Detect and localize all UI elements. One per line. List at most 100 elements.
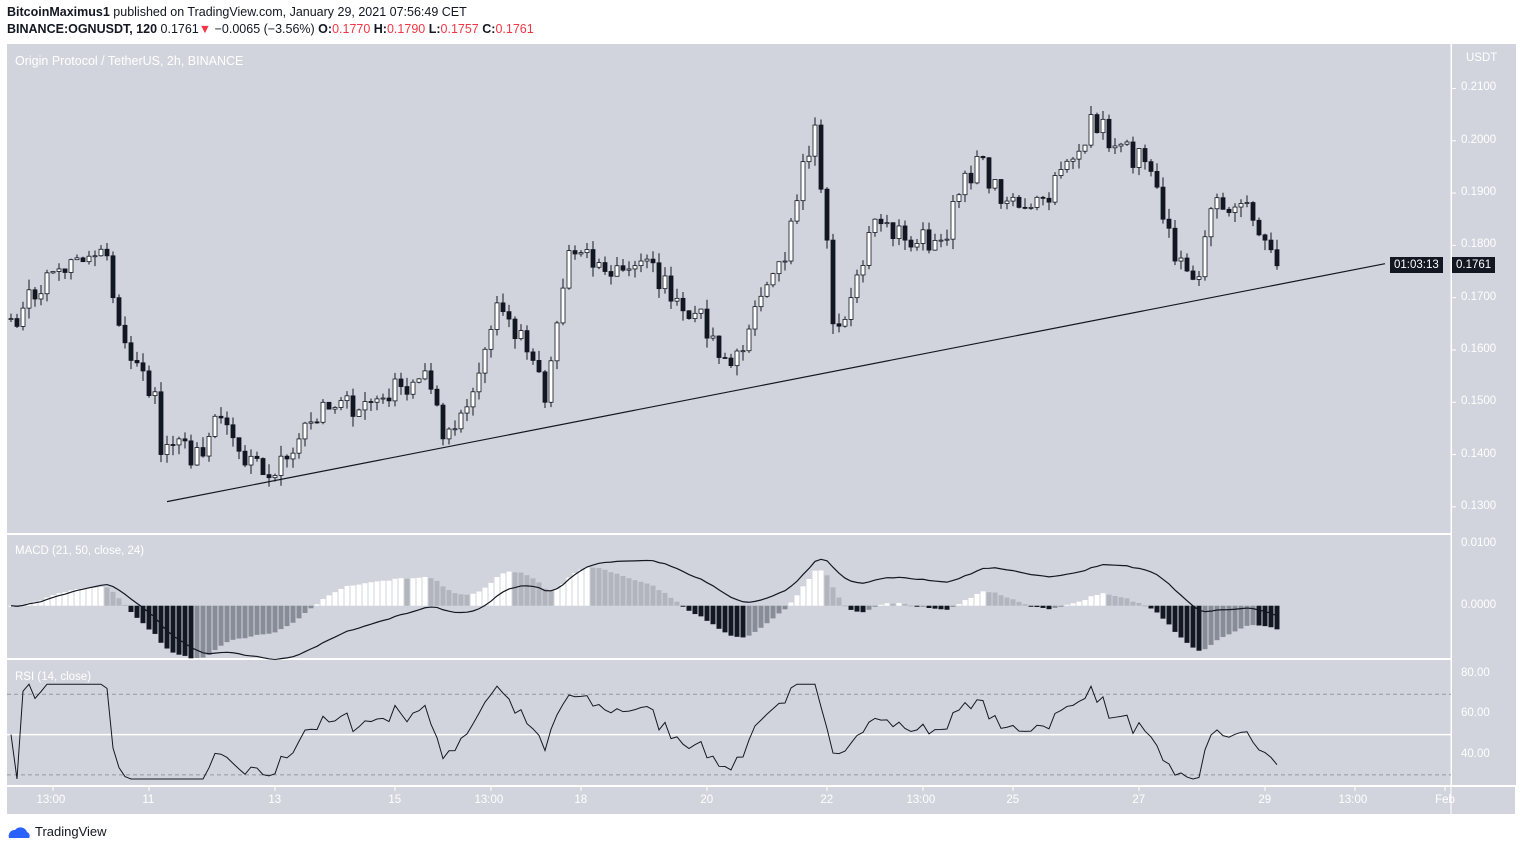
- macd-histogram-bar: [842, 605, 848, 607]
- rsi-tick-label: 80.00: [1461, 667, 1490, 680]
- macd-histogram-bar: [194, 605, 200, 658]
- tradingview-logo[interactable]: TradingView: [7, 824, 107, 839]
- candle-body: [998, 179, 1004, 204]
- macd-histogram-bar: [176, 605, 182, 655]
- macd-histogram-bar: [572, 572, 578, 606]
- candle-body: [1166, 218, 1172, 229]
- candle-body: [1088, 114, 1094, 146]
- candle-body: [536, 360, 542, 373]
- macd-histogram-bar: [284, 605, 290, 627]
- candle-body: [908, 239, 914, 248]
- macd-histogram-bar: [224, 605, 230, 643]
- macd-histogram-bar: [398, 578, 404, 606]
- macd-histogram-bar: [578, 569, 584, 606]
- symbol-legend: BINANCE:OGNUSDT, 120 0.1761▼ −0.0065 (−3…: [7, 22, 534, 36]
- candle-body: [44, 272, 50, 295]
- candle-body: [848, 297, 854, 320]
- macd-histogram-bar: [1094, 595, 1100, 606]
- candle-body: [14, 318, 20, 327]
- macd-histogram-bar: [1166, 605, 1172, 625]
- macd-histogram-bar: [1100, 593, 1106, 606]
- macd-histogram-bar: [368, 582, 374, 606]
- candle-body: [482, 348, 488, 374]
- macd-histogram-bar: [854, 605, 860, 612]
- macd-histogram-bar: [1130, 601, 1136, 606]
- candle-body: [866, 232, 872, 266]
- candle-body: [920, 229, 926, 244]
- candle-body: [476, 372, 482, 393]
- macd-histogram-bar: [278, 605, 284, 630]
- rsi-tick-label: 60.00: [1461, 707, 1490, 720]
- candle-body: [1046, 197, 1052, 203]
- macd-histogram-bar: [530, 578, 536, 606]
- macd-histogram-bar: [422, 576, 428, 606]
- macd-histogram-bar: [902, 603, 908, 606]
- candle-body: [464, 406, 470, 414]
- macd-histogram-bar: [362, 583, 368, 606]
- macd-histogram-bar: [1082, 600, 1088, 606]
- time-tick-label: 25: [1006, 794, 1020, 806]
- macd-histogram-bar: [200, 605, 206, 658]
- macd-histogram-bar: [332, 592, 338, 606]
- candle-body: [938, 239, 944, 242]
- candle-body: [284, 455, 290, 460]
- candle-body: [404, 386, 410, 395]
- candle-body: [470, 391, 476, 408]
- macd-histogram-bar: [152, 605, 158, 634]
- macd-histogram-bar: [686, 605, 692, 611]
- macd-histogram-bar: [74, 588, 80, 606]
- time-tick-label: 13:00: [906, 794, 936, 806]
- macd-histogram-bar: [758, 605, 764, 628]
- candle-body: [374, 398, 380, 403]
- candle-body: [680, 297, 686, 312]
- low-value: 0.1757: [440, 22, 479, 36]
- candle-body: [932, 240, 938, 251]
- candle-body: [92, 255, 98, 258]
- candle-body: [1250, 202, 1256, 221]
- author[interactable]: BitcoinMaximus1: [7, 5, 110, 19]
- macd-histogram-bar: [1262, 605, 1268, 627]
- macd-histogram-bar: [974, 593, 980, 606]
- candle-body: [98, 248, 104, 257]
- macd-histogram-bar: [116, 598, 122, 606]
- candle-body: [590, 249, 596, 268]
- macd-tick-label: 0.0100: [1461, 537, 1497, 550]
- macd-histogram-bar: [452, 593, 458, 606]
- macd-histogram-bar: [536, 582, 542, 606]
- macd-histogram-bar: [914, 605, 920, 607]
- candle-body: [74, 257, 80, 261]
- candle-body: [494, 302, 500, 330]
- macd-histogram-bar: [608, 572, 614, 606]
- candle-body: [410, 381, 416, 395]
- candle-body: [416, 378, 422, 383]
- candle-body: [1244, 202, 1250, 204]
- time-tick-label: 20: [700, 794, 714, 806]
- candle-body: [668, 275, 674, 302]
- trendline: [166, 263, 1386, 503]
- macd-histogram-bar: [548, 590, 554, 606]
- chart-title: Origin Protocol / TetherUS, 2h, BINANCE: [15, 54, 244, 68]
- candle-body: [152, 391, 158, 397]
- candle-body: [890, 222, 896, 240]
- candle-body: [746, 328, 752, 352]
- candle-body: [488, 329, 494, 350]
- candle-body: [122, 324, 128, 344]
- macd-histogram-bar: [488, 582, 494, 606]
- candle-body: [734, 350, 740, 367]
- candle-body: [368, 401, 374, 403]
- macd-histogram-bar: [956, 604, 962, 606]
- macd-histogram-bar: [1268, 605, 1274, 628]
- brand-name: TradingView: [35, 824, 107, 839]
- candle-body: [1220, 197, 1226, 210]
- macd-histogram-bar: [326, 595, 332, 606]
- candle-body: [740, 350, 746, 353]
- candle-body: [752, 306, 758, 330]
- candle-body: [1070, 158, 1076, 162]
- macd-histogram-bar: [722, 605, 728, 633]
- time-tick-label: 22: [820, 794, 834, 806]
- candle-body: [314, 421, 320, 424]
- time-axis: [7, 787, 1515, 814]
- macd-histogram-bar: [386, 580, 392, 606]
- time-tick-label: 13:00: [474, 794, 504, 806]
